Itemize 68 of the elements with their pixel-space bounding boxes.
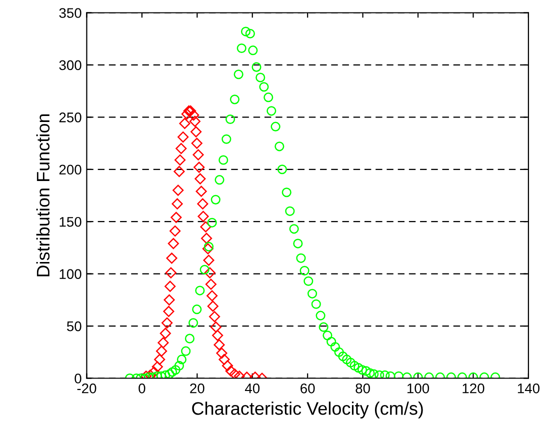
x-tick-label: 0 <box>138 383 146 394</box>
point <box>214 339 225 350</box>
point <box>188 110 200 121</box>
point <box>179 118 190 129</box>
point <box>192 149 204 160</box>
point <box>189 116 200 127</box>
x-tick-label: 120 <box>462 383 484 394</box>
x-tick-label: -20 <box>77 383 96 394</box>
x-tick-label: 20 <box>190 383 204 394</box>
point <box>170 212 182 223</box>
point <box>160 328 171 339</box>
point <box>206 290 218 302</box>
point <box>170 225 181 237</box>
point <box>158 337 169 348</box>
point <box>190 126 202 138</box>
point <box>172 198 183 210</box>
point <box>205 278 216 290</box>
x-tick-label: 60 <box>300 383 315 394</box>
point <box>164 280 176 292</box>
point <box>165 267 176 278</box>
point <box>229 368 240 378</box>
point <box>216 348 228 359</box>
x-axis-title: Characteristic Velocity (cm/s) <box>192 402 423 418</box>
y-tick-label: 300 <box>59 60 82 70</box>
point <box>191 138 202 149</box>
point <box>207 300 218 312</box>
y-tick-label: 200 <box>59 164 82 175</box>
y-tick-label: 100 <box>60 269 82 279</box>
point <box>218 354 230 365</box>
point <box>225 365 236 376</box>
point <box>166 252 178 264</box>
point <box>209 311 220 322</box>
point <box>164 294 175 306</box>
point <box>204 267 216 278</box>
point <box>212 330 224 341</box>
y-tick-label: 50 <box>66 321 82 332</box>
point <box>202 243 214 254</box>
point <box>174 166 185 178</box>
point <box>168 238 179 250</box>
point <box>156 346 168 357</box>
point <box>194 162 205 173</box>
point <box>178 131 189 143</box>
x-tick-label: 40 <box>244 383 260 394</box>
point <box>163 306 174 317</box>
y-axis-title: Distribution Function <box>36 114 50 276</box>
point <box>201 232 212 244</box>
y-tick-label: 150 <box>60 216 82 227</box>
point <box>194 173 206 184</box>
point <box>176 142 187 154</box>
y-tick-label: 0 <box>74 374 82 384</box>
point <box>197 198 208 210</box>
x-tick-label: 80 <box>356 383 370 394</box>
point <box>200 221 212 232</box>
point <box>181 108 192 120</box>
point <box>162 317 173 328</box>
point <box>198 210 209 222</box>
x-tick-label: 100 <box>407 383 430 394</box>
point <box>154 354 166 365</box>
point <box>174 154 186 166</box>
y-tick-label: 350 <box>59 8 82 18</box>
x-tick-label: 140 <box>518 383 540 394</box>
point <box>203 254 214 266</box>
point <box>152 361 163 372</box>
point <box>210 322 222 333</box>
y-tick-label: 250 <box>59 112 82 122</box>
point <box>172 184 184 196</box>
point <box>196 186 207 197</box>
point <box>222 360 234 372</box>
